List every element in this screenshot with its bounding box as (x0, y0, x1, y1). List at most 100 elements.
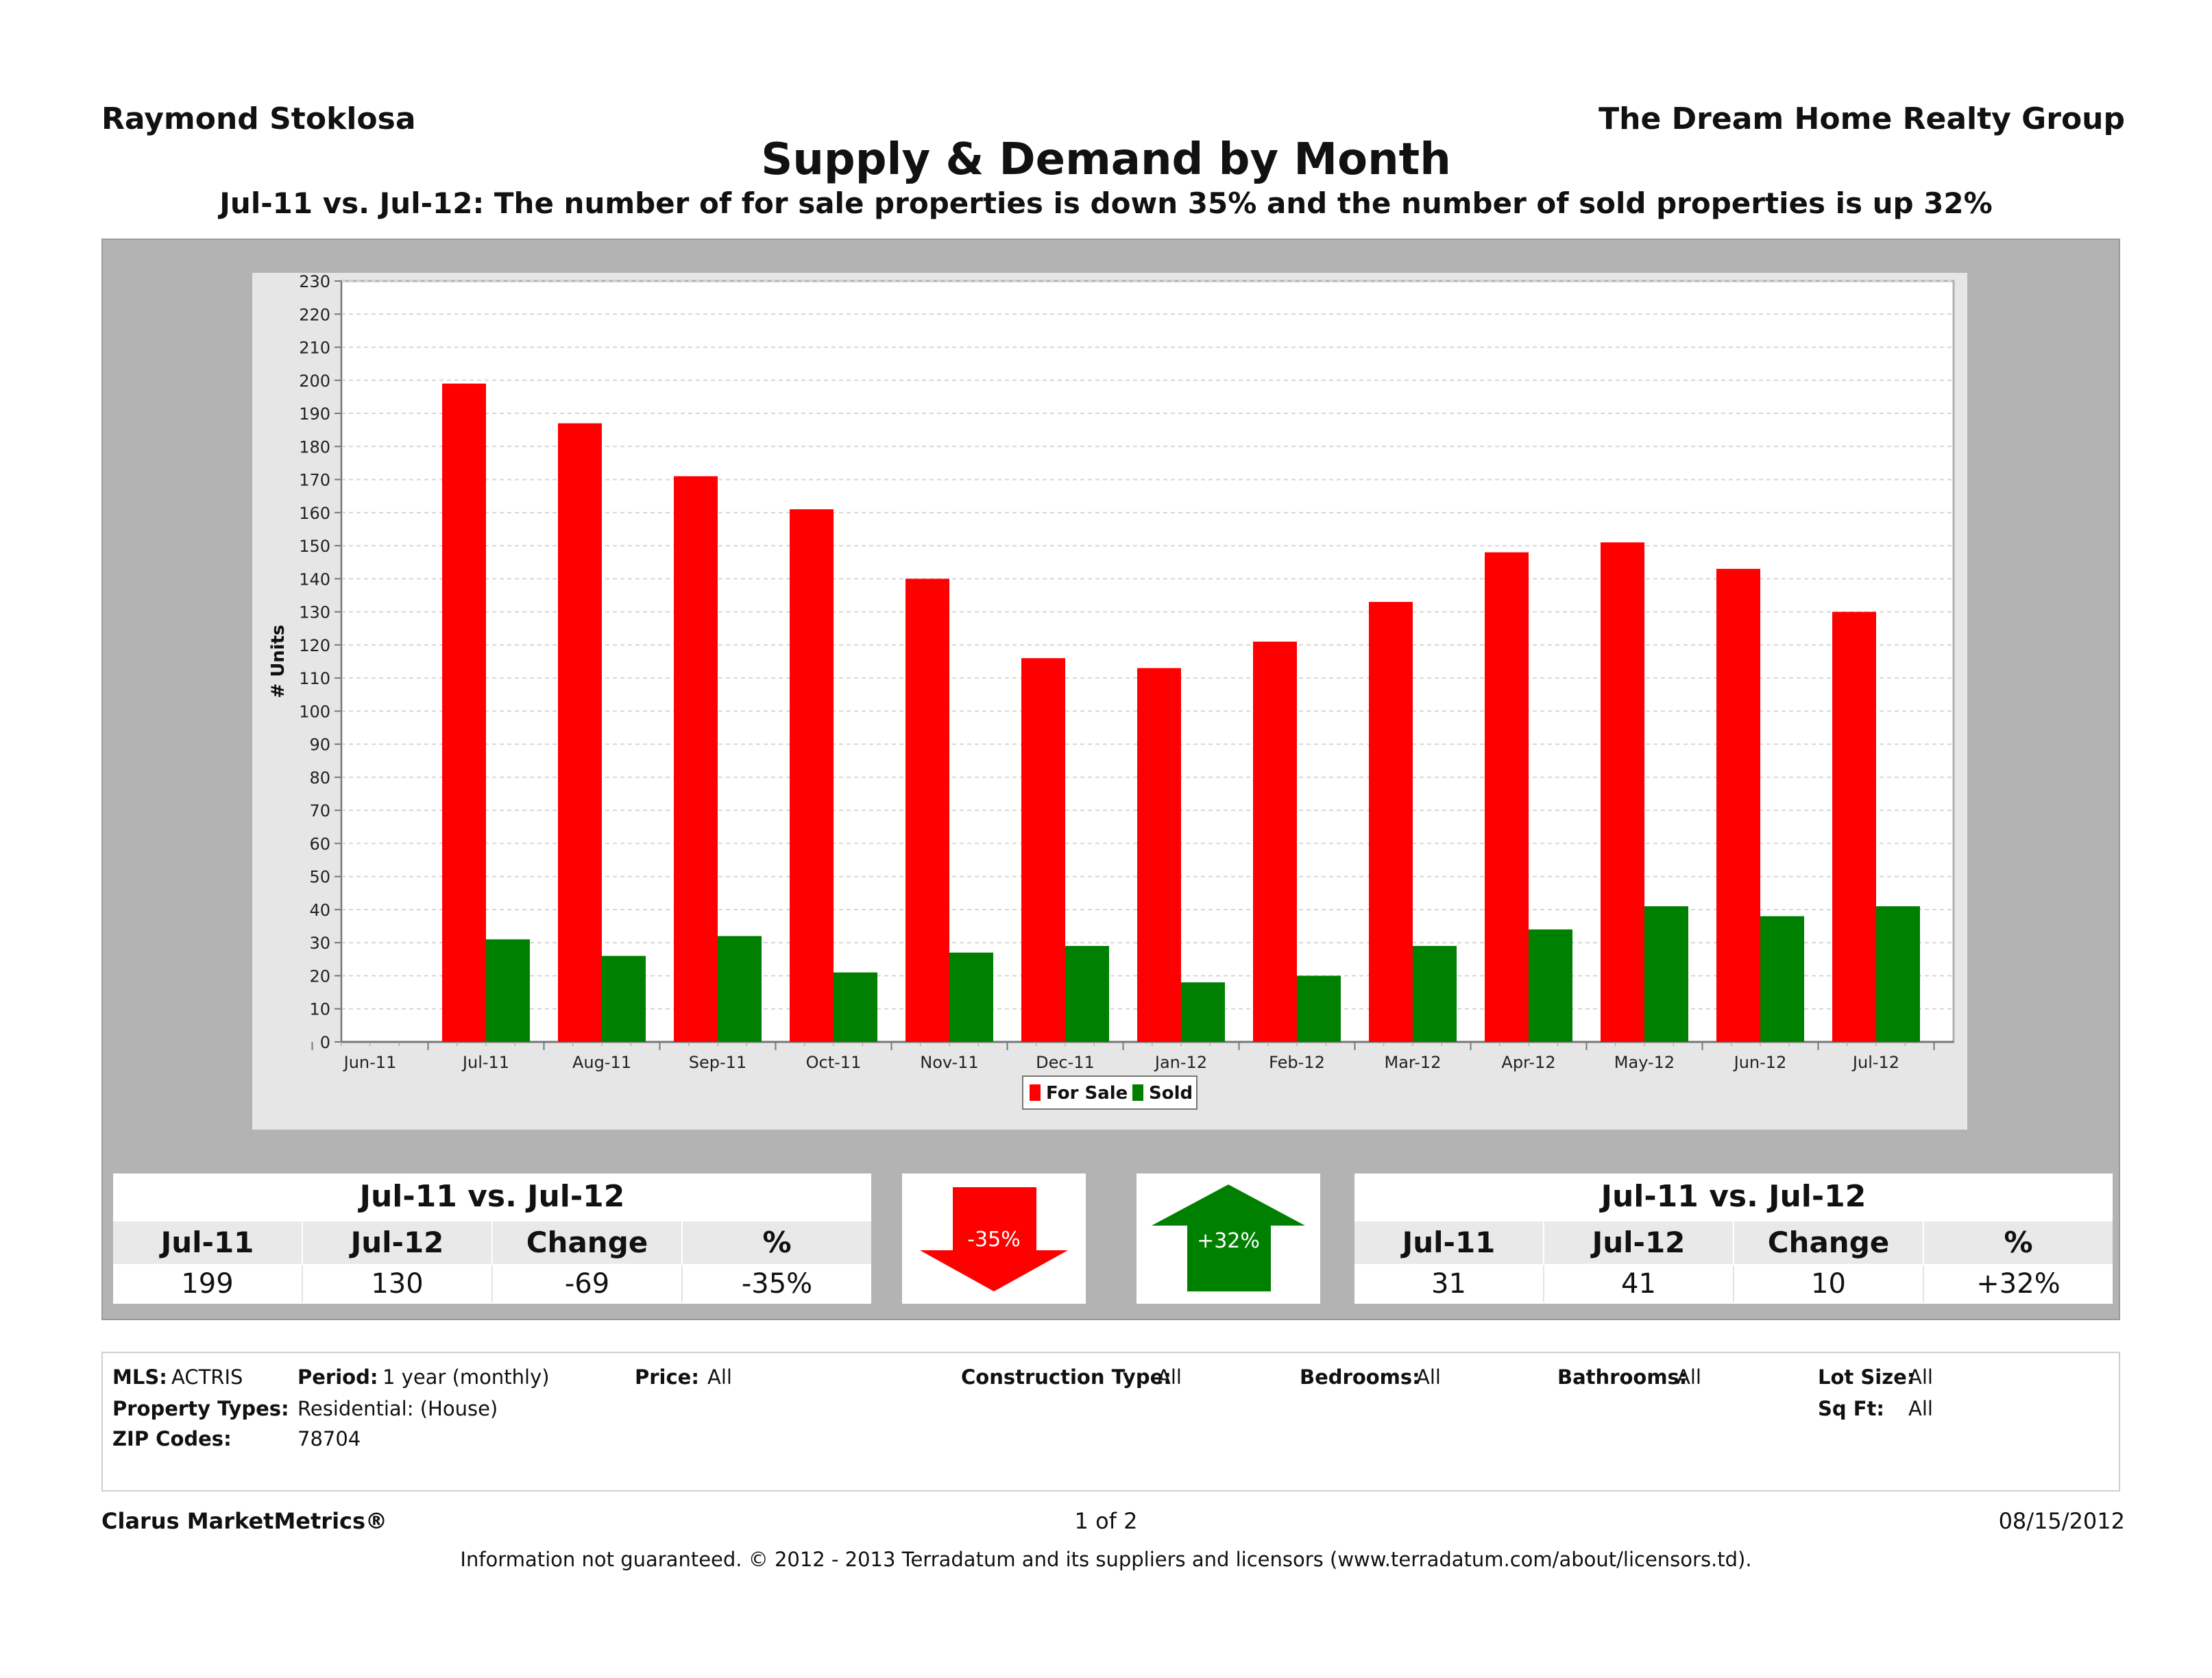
bar-chart: 0 10 20 30 40 50 60 70 80 90 100 110 120 130 140 150 160… (268, 273, 1955, 1110)
legend-swatch (1030, 1084, 1041, 1101)
sold-bar (1297, 975, 1341, 1042)
y-tick-label: 130 (299, 603, 330, 622)
sold-stats-table: Jul-11 vs. Jul-12 Jul-11 Jul-12 Change %… (1354, 1174, 2113, 1304)
y-tick-label: 200 (299, 372, 330, 391)
for-sale-stats-heading: Jul-11 vs. Jul-12 (359, 1179, 625, 1214)
y-tick-label: 110 (299, 669, 330, 688)
x-tick-label: Oct-11 (806, 1053, 862, 1072)
price-label: Price: (635, 1365, 699, 1389)
y-tick-label: 100 (299, 702, 330, 721)
stat-column-header: Jul-12 (303, 1221, 493, 1264)
stat-value: 31 (1354, 1265, 1544, 1302)
mls-label: MLS: (112, 1365, 167, 1389)
sold-stats-values: 31 41 10 +32% (1354, 1265, 2113, 1302)
stat-column-header: % (2004, 1226, 2033, 1259)
chart-legend (1022, 1075, 1198, 1110)
zip-codes-value: 78704 (297, 1427, 361, 1450)
legend-swatch (1132, 1084, 1143, 1101)
y-tick-label: 50 (309, 868, 330, 887)
period-value: 1 year (monthly) (382, 1365, 550, 1389)
stat-value: 10 (1734, 1265, 1924, 1302)
y-tick-label: 80 (309, 768, 330, 788)
sold-bar (718, 936, 762, 1042)
y-tick-label: 70 (309, 801, 330, 820)
report-subtitle: Jul-11 vs. Jul-12: The number of for sal… (219, 186, 1993, 220)
y-tick-label: 60 (309, 834, 330, 853)
sold-bar (1644, 906, 1688, 1042)
for-sale-bar (1485, 552, 1529, 1042)
sq-ft-label: Sq Ft: (1818, 1397, 1885, 1420)
x-tick-label: Aug-11 (572, 1053, 631, 1072)
sold-change-label: +32% (1197, 1229, 1260, 1253)
y-tick-label: 160 (299, 504, 330, 523)
stat-column-header: Jul-11 (113, 1221, 303, 1264)
x-tick-label: Jul-12 (1851, 1053, 1899, 1072)
stat-column-header: Change (1734, 1221, 1924, 1264)
lot-size-label: Lot Size: (1818, 1365, 1915, 1389)
lot-size-value: All (1908, 1365, 1933, 1389)
stat-column-header: Change (493, 1221, 683, 1264)
sold-bar (834, 972, 877, 1042)
stat-value: +32% (1976, 1268, 2061, 1300)
bedrooms-label: Bedrooms: (1300, 1365, 1420, 1389)
x-tick-label: Apr-12 (1501, 1053, 1555, 1072)
y-tick-label: 0 (320, 1033, 330, 1052)
sold-stats-columns: Jul-11 Jul-12 Change % (1354, 1221, 2113, 1264)
property-types-label: Property Types: (112, 1397, 289, 1420)
period-label: Period: (297, 1365, 378, 1389)
for-sale-change-box: -35% (902, 1174, 1086, 1304)
x-tick-label: Jun-12 (1733, 1053, 1787, 1072)
x-tick-label: Jan-12 (1154, 1053, 1207, 1072)
zip-codes-label: ZIP Codes: (112, 1427, 232, 1450)
chart-panel: 0 10 20 30 40 50 60 70 80 90 100 110 120 130 140 150 160… (252, 273, 1967, 1130)
stat-value: -69 (493, 1265, 683, 1302)
stat-value: 130 (303, 1265, 493, 1302)
y-tick-label: 180 (299, 437, 330, 457)
x-tick-label: Feb-12 (1269, 1053, 1325, 1072)
search-criteria-box: MLS: ACTRIS Period: 1 year (monthly) Pri… (101, 1352, 2120, 1492)
for-sale-stats-values: 199 130 -69 -35% (113, 1265, 871, 1302)
property-types-value: Residential: (House) (297, 1397, 498, 1420)
for-sale-bar (906, 579, 949, 1042)
footer-brand: Clarus MarketMetrics® (101, 1508, 388, 1534)
legend-label: Sold (1149, 1083, 1193, 1104)
sold-bar (602, 956, 646, 1042)
y-tick-label: 190 (299, 404, 330, 424)
company-name: The Dream Home Realty Group (1599, 101, 2125, 136)
x-tick-label: Mar-12 (1385, 1053, 1442, 1072)
for-sale-bar (442, 383, 486, 1042)
for-sale-bar (1137, 668, 1181, 1042)
sold-bar (1065, 946, 1109, 1042)
x-tick-label: Jun-11 (343, 1053, 397, 1072)
sold-bar (1181, 982, 1225, 1042)
stat-column-header: Jul-11 (1354, 1221, 1544, 1264)
for-sale-bar (790, 509, 834, 1042)
sold-bar (1760, 916, 1804, 1042)
y-tick-label: 90 (309, 735, 330, 755)
y-tick-label: 140 (299, 570, 330, 589)
footer-disclaimer: Information not guaranteed. © 2012 - 201… (460, 1548, 1752, 1571)
for-sale-stats-table: Jul-11 vs. Jul-12 Jul-11 Jul-12 Change %… (113, 1174, 871, 1304)
y-tick-label: 210 (299, 339, 330, 358)
for-sale-bar (1021, 658, 1065, 1042)
bathrooms-label: Bathrooms: (1557, 1365, 1688, 1389)
x-tick-label: Dec-11 (1036, 1053, 1095, 1072)
for-sale-stats-columns: Jul-11 Jul-12 Change % (113, 1221, 871, 1264)
for-sale-bar (674, 476, 718, 1042)
y-tick-label: 40 (309, 901, 330, 920)
bedrooms-value: All (1416, 1365, 1441, 1389)
x-tick-label: Jul-11 (461, 1053, 509, 1072)
sold-change-box: +32% (1137, 1174, 1320, 1304)
stat-value: -35% (741, 1268, 813, 1300)
for-sale-bar (1832, 611, 1876, 1042)
stat-value: 41 (1544, 1265, 1734, 1302)
y-tick-label: 20 (309, 966, 330, 986)
stat-column-header: % (762, 1226, 792, 1259)
sq-ft-value: All (1908, 1397, 1933, 1420)
page-number: 1 of 2 (1074, 1508, 1138, 1534)
bathrooms-value: All (1677, 1365, 1701, 1389)
report-title: Supply & Demand by Month (761, 134, 1451, 185)
for-sale-bar (1601, 542, 1644, 1042)
sold-bar (1413, 946, 1457, 1042)
for-sale-bar (1716, 568, 1760, 1042)
